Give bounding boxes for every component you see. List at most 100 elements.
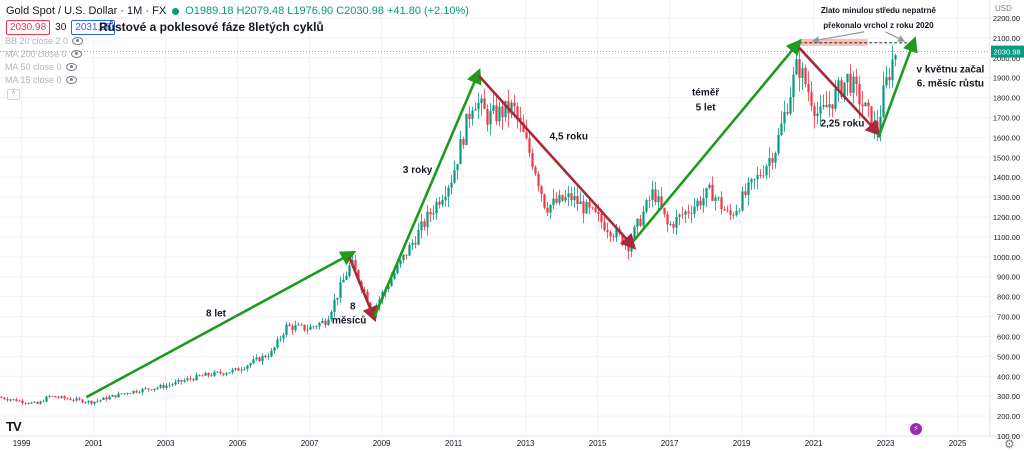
candle-body (816, 113, 819, 117)
candle-body (285, 324, 288, 335)
currency-label[interactable]: USD (995, 4, 1012, 13)
candle-body (24, 402, 27, 404)
candles (0, 38, 990, 406)
candle-body (444, 196, 447, 200)
candle-body (93, 401, 96, 404)
candle-body (303, 324, 306, 331)
candle-body (501, 106, 504, 118)
candle-body (21, 400, 24, 403)
indicator-ma200[interactable]: MA 200 close 0 (5, 49, 82, 59)
candle-body (663, 207, 666, 215)
candle-body (177, 379, 180, 382)
candle-body (105, 397, 108, 400)
candle-body (555, 198, 558, 203)
annotation-label: 3 roky (403, 165, 433, 176)
candle-body (540, 186, 543, 195)
tradingview-logo-icon[interactable]: TV (6, 419, 22, 434)
eye-icon[interactable] (65, 76, 77, 84)
candle-body (420, 221, 423, 231)
annotation-label: překonalo vrchol z roku 2020 (823, 21, 934, 30)
candle-body (171, 384, 174, 386)
candle-body (861, 104, 864, 107)
y-tick-label: 2000.00 (993, 54, 1020, 63)
eye-icon[interactable] (70, 50, 82, 58)
candle-body (777, 134, 780, 154)
x-tick-label: 2017 (661, 439, 679, 448)
candle-body (72, 400, 75, 401)
x-tick-label: 2001 (85, 439, 103, 448)
candle-body (237, 368, 240, 371)
x-tick-label: 2011 (445, 439, 463, 448)
candle-body (414, 242, 417, 245)
candle-body (729, 210, 732, 215)
indicator-ma50[interactable]: MA 50 close 0 (5, 62, 77, 72)
candle-body (744, 191, 747, 196)
candle-body (399, 260, 402, 265)
candle-body (216, 371, 219, 373)
callout-arrow (885, 31, 906, 42)
candle-body (468, 113, 471, 119)
candle-body (684, 211, 687, 215)
candle-body (231, 369, 234, 373)
y-tick-label: 2200.00 (993, 14, 1020, 23)
current-price-label: 2030.98 (993, 48, 1020, 57)
chart-title: Růstové a poklesové fáze 8letých cyklů (99, 20, 324, 34)
candle-body (840, 80, 843, 97)
candle-body (3, 397, 6, 400)
red-trend-arrow (347, 256, 378, 323)
eye-icon[interactable] (72, 37, 84, 45)
candle-body (51, 395, 54, 397)
x-tick-label: 2003 (157, 439, 175, 448)
indicator-bb[interactable]: BB 20 close 2 0 (5, 36, 84, 46)
annotation-label: 4,5 roku (550, 131, 588, 142)
candle-body (141, 388, 144, 393)
candle-body (204, 373, 207, 376)
annotation-label: 6. měsíc růstu (917, 78, 984, 90)
candle-body (165, 385, 168, 388)
candle-body (129, 393, 132, 395)
candle-body (483, 98, 486, 109)
flash-icon[interactable]: ⚡ (910, 423, 922, 435)
y-tick-label: 800.00 (997, 293, 1020, 302)
buy-price-button[interactable]: 2031.28 (71, 20, 116, 35)
candle-body (606, 230, 609, 233)
candle-body (546, 207, 549, 213)
candle-body (474, 109, 477, 111)
candle-body (708, 184, 711, 189)
candle-body (270, 350, 273, 357)
candle-body (315, 326, 318, 328)
candle-body (390, 278, 393, 287)
sell-price-button[interactable]: 2030.98 (6, 20, 51, 35)
candle-body (246, 365, 249, 369)
gear-icon[interactable]: ⚙ (1004, 437, 1015, 451)
candle-body (741, 191, 744, 211)
candle-body (279, 338, 282, 340)
symbol-label[interactable]: Gold Spot / U.S. Dollar · 1M · FX (6, 5, 167, 17)
candle-body (258, 357, 261, 362)
candle-body (348, 265, 351, 276)
collapse-indicators-icon[interactable]: ^ (7, 89, 20, 100)
candle-body (690, 213, 693, 215)
resistance-zone (799, 38, 868, 46)
indicator-ma15[interactable]: MA 15 close 0 (5, 75, 77, 85)
candle-body (624, 243, 627, 245)
x-tick-label: 2009 (373, 439, 391, 448)
y-tick-label: 400.00 (997, 372, 1020, 381)
candle-body (297, 324, 300, 326)
x-tick-label: 2013 (517, 439, 535, 448)
candle-body (312, 326, 315, 328)
candle-body (9, 399, 12, 401)
candle-body (522, 122, 525, 132)
candle-body (117, 393, 120, 398)
candle-body (801, 67, 804, 78)
candle-body (561, 195, 564, 201)
candle-body (159, 385, 162, 388)
x-tick-label: 2021 (805, 439, 823, 448)
candle-body (120, 393, 123, 395)
candle-body (705, 188, 708, 199)
annotations: 8 let 8 měsíců 3 roky 4,5 roku téměř 5 let 2,25… (206, 6, 985, 327)
eye-icon[interactable] (65, 63, 77, 71)
candle-body (357, 269, 360, 282)
candle-body (42, 401, 45, 403)
